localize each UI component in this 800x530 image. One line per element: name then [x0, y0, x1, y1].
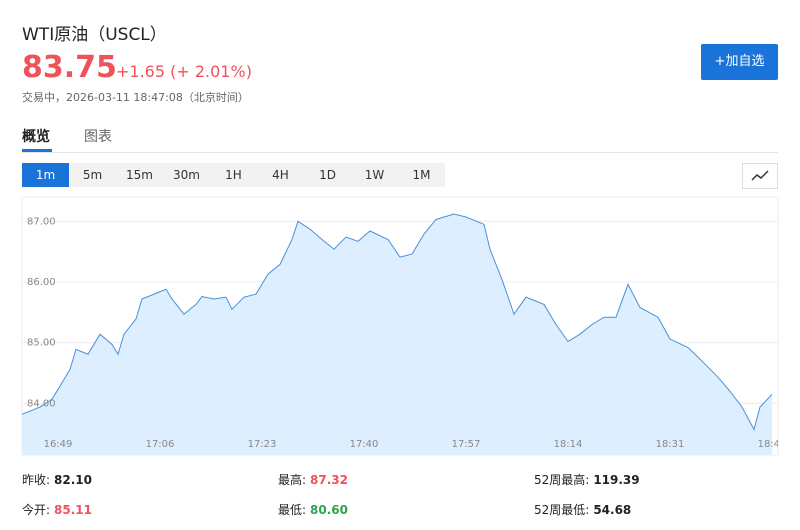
- x-tick-label: 18:48: [758, 439, 787, 450]
- stat: 今开: 85.11: [22, 501, 92, 518]
- interval-button[interactable]: 15m: [126, 168, 153, 182]
- stat-label: 最高:: [278, 473, 307, 487]
- stat-value: 85.11: [54, 503, 93, 517]
- interval-button[interactable]: 1W: [364, 168, 385, 182]
- line: [22, 213, 773, 431]
- interval-button[interactable]: 1H: [225, 168, 242, 182]
- interval-bar: 1m 5m 15m 30m 1H 4H 1D 1W 1M: [22, 163, 445, 187]
- change-pct: (+ 2.01%): [170, 62, 252, 81]
- interval-button[interactable]: 30m: [173, 168, 200, 182]
- interval-button[interactable]: 4H: [272, 168, 289, 182]
- y-tick-label: 85.00: [27, 338, 56, 349]
- area: [22, 213, 772, 455]
- change: +1.65 (+ 2.01%): [116, 62, 252, 81]
- stat: 昨收: 82.10: [22, 471, 92, 488]
- x-tick-label: 17:57: [452, 439, 481, 450]
- y-tick-label: 84.00: [27, 398, 56, 409]
- stat-value: 82.10: [54, 473, 93, 487]
- stat: 最高: 87.32: [278, 471, 348, 488]
- title: WTI原油（USCL）: [22, 25, 167, 45]
- tab[interactable]: 图表: [84, 129, 112, 145]
- stat-label: 昨收:: [22, 473, 51, 487]
- stat-value: 80.60: [310, 503, 349, 517]
- stat-value: 54.68: [593, 503, 632, 517]
- price: 83.75: [22, 50, 117, 85]
- tab-underline: [22, 149, 52, 152]
- interval-button[interactable]: 1m: [22, 163, 69, 187]
- y-tick-label: 87.00: [27, 216, 56, 227]
- line-icon: [751, 170, 769, 181]
- chart: 84.00 85.00 86.00 87.00 16:49 17:06 17:23 17:40…: [21, 196, 787, 456]
- x-tick-label: 16:49: [44, 439, 73, 450]
- x-tick-label: 18:14: [554, 439, 583, 450]
- stat-label: 最低:: [278, 503, 307, 517]
- tabs: 概览 图表: [22, 122, 778, 153]
- status: 交易中，2026-03-11 18:47:08（北京时间）: [22, 91, 249, 104]
- add-watchlist-button[interactable]: +加自选: [701, 44, 778, 80]
- x-tick-label: 17:06: [146, 439, 175, 450]
- stat-label: 52周最高:: [534, 473, 590, 487]
- x-tick-label: 18:31: [656, 439, 685, 450]
- tab[interactable]: 概览: [22, 129, 50, 145]
- x-tick-label: 17:40: [350, 439, 379, 450]
- change-value: +1.65: [116, 62, 166, 81]
- stat-value: 87.32: [310, 473, 349, 487]
- y-tick-label: 86.00: [27, 277, 56, 288]
- interval-button[interactable]: 5m: [82, 168, 103, 182]
- stat: 52周最高: 119.39: [534, 471, 640, 488]
- stat-label: 今开:: [22, 503, 51, 517]
- interval-button[interactable]: 1M: [412, 168, 431, 182]
- interval-button[interactable]: 1D: [319, 168, 336, 182]
- stat-label: 52周最低:: [534, 503, 590, 517]
- x-tick-label: 17:23: [248, 439, 277, 450]
- stat: 52周最低: 54.68: [534, 501, 631, 518]
- stat-value: 119.39: [593, 473, 640, 487]
- chart-type-button[interactable]: [742, 163, 778, 189]
- stat: 最低: 80.60: [278, 501, 348, 518]
